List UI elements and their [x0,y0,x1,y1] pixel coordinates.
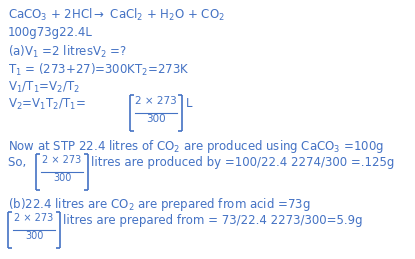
Text: 100g73g22.4L: 100g73g22.4L [8,26,93,39]
Text: 300: 300 [25,231,43,241]
Text: litres are prepared from = 73/22.4 2273/300=5.9g: litres are prepared from = 73/22.4 2273/… [63,214,363,227]
Text: 300: 300 [53,173,71,183]
Text: 2 × 273: 2 × 273 [42,155,82,165]
Text: L: L [186,97,193,110]
Text: litres are produced by =100/22.4 2274/300 =.125g: litres are produced by =100/22.4 2274/30… [91,156,394,169]
Text: Now at STP 22.4 litres of CO$_2$ are produced using CaCO$_3$ =100g: Now at STP 22.4 litres of CO$_2$ are pro… [8,138,384,155]
Text: V$_1$/T$_1$=V$_2$/T$_2$: V$_1$/T$_1$=V$_2$/T$_2$ [8,80,80,95]
Text: CaCO$_3$ + 2HCl$\rightarrow$ CaCl$_2$ + H$_2$O + CO$_2$: CaCO$_3$ + 2HCl$\rightarrow$ CaCl$_2$ + … [8,7,225,23]
Text: 2 × 273: 2 × 273 [135,96,177,106]
Text: So,: So, [8,156,30,169]
Text: (a)V$_1$ =2 litresV$_2$ =?: (a)V$_1$ =2 litresV$_2$ =? [8,44,127,60]
Text: V$_2$=V$_1$T$_2$/T$_1$=: V$_2$=V$_1$T$_2$/T$_1$= [8,97,85,112]
Text: 2 × 273: 2 × 273 [15,213,54,223]
Text: (b)22.4 litres are CO$_2$ are prepared from acid =73g: (b)22.4 litres are CO$_2$ are prepared f… [8,196,310,213]
Text: T$_1$ = (273+27)=300KT$_2$=273K: T$_1$ = (273+27)=300KT$_2$=273K [8,62,190,78]
Text: 300: 300 [146,114,166,124]
